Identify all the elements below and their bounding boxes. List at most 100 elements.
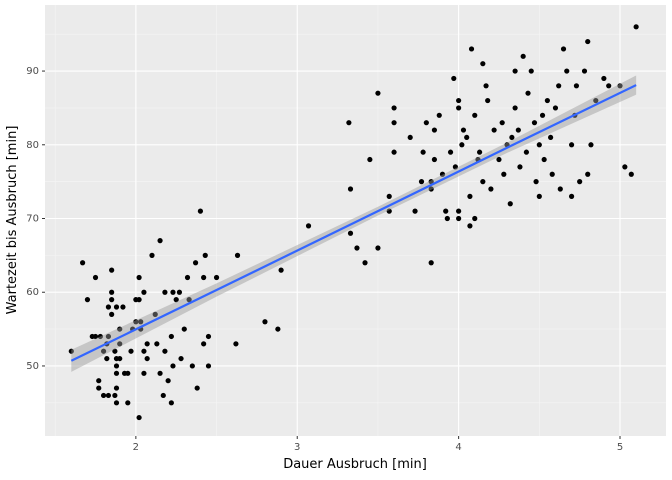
point (186, 297, 192, 303)
point (346, 120, 352, 126)
point (552, 105, 559, 111)
point (477, 149, 483, 155)
point (125, 400, 131, 406)
point (549, 171, 555, 177)
point (420, 149, 426, 155)
point (391, 120, 397, 126)
point (68, 348, 74, 354)
point (201, 274, 207, 281)
point (456, 105, 462, 111)
point (113, 385, 120, 391)
point (201, 341, 207, 347)
panel (45, 5, 666, 436)
point (557, 186, 563, 192)
point (539, 112, 546, 118)
point (347, 230, 354, 236)
point (573, 83, 580, 89)
point (157, 238, 163, 244)
point (517, 164, 523, 170)
point (194, 385, 200, 391)
point (428, 260, 434, 266)
point (104, 355, 110, 362)
point (536, 193, 542, 199)
point (154, 341, 160, 347)
point (617, 83, 623, 89)
point (447, 149, 454, 155)
point (97, 333, 103, 340)
point (418, 179, 425, 185)
point (525, 90, 531, 96)
point (491, 127, 497, 133)
point (234, 252, 241, 258)
point (96, 385, 102, 391)
point (275, 326, 281, 332)
point (141, 348, 147, 354)
point (456, 97, 462, 104)
point (178, 355, 184, 362)
point (507, 201, 513, 207)
point (112, 348, 118, 354)
y-tick-label: 80 (26, 140, 39, 151)
point (125, 370, 131, 376)
point (483, 83, 489, 89)
point (160, 392, 166, 399)
point (431, 156, 438, 163)
point (515, 127, 521, 133)
point (113, 304, 120, 310)
regression-line (70, 84, 637, 362)
point (459, 142, 465, 148)
point (205, 333, 212, 340)
point (564, 68, 570, 74)
point (520, 53, 526, 59)
point (467, 193, 473, 199)
point (443, 208, 449, 214)
point (428, 179, 434, 185)
point (407, 134, 413, 141)
point (96, 378, 102, 384)
point (105, 392, 112, 399)
x-axis-title: Dauer Ausbruch [min] (283, 457, 427, 472)
point (197, 208, 204, 214)
point (568, 193, 575, 199)
point (452, 164, 458, 170)
point (467, 223, 473, 229)
point (173, 297, 179, 303)
point (144, 355, 150, 362)
point (460, 127, 467, 133)
point (165, 378, 171, 384)
point (593, 97, 599, 104)
point (560, 46, 567, 52)
point (162, 289, 168, 295)
point (531, 120, 538, 126)
point (202, 252, 208, 258)
point (117, 326, 123, 332)
point (278, 267, 284, 273)
point (109, 267, 115, 273)
point (100, 348, 107, 354)
point (509, 134, 515, 141)
point (581, 68, 588, 74)
point (556, 83, 562, 89)
point (233, 341, 239, 347)
point (136, 297, 142, 303)
x-tick-label: 3 (294, 442, 300, 453)
point (113, 370, 120, 376)
x-tick-label: 2 (133, 442, 139, 453)
point (428, 186, 434, 192)
point (499, 120, 505, 126)
point (501, 171, 507, 177)
point (391, 105, 397, 111)
point (533, 179, 539, 185)
point (170, 289, 176, 295)
point (439, 171, 446, 177)
y-tick-label: 50 (26, 361, 39, 372)
y-axis-title: Wartezeit bis Ausbruch [min] (5, 126, 20, 315)
point (213, 274, 220, 281)
point (92, 333, 99, 340)
point (92, 274, 99, 281)
point (117, 341, 123, 347)
point (444, 215, 450, 222)
point (496, 156, 502, 163)
y-tick-label: 70 (26, 214, 39, 225)
